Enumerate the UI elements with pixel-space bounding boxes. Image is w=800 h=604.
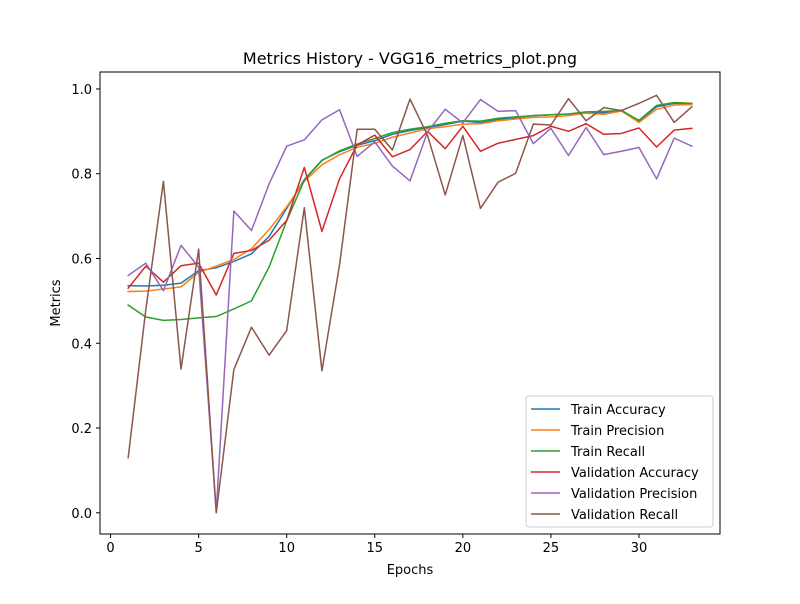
legend: Train Accuracy Train Precision Train Recal… — [525, 395, 714, 528]
series-group — [127, 94, 693, 514]
x-axis-label: Epochs — [387, 563, 434, 578]
y-tick-label: 0.6 — [71, 252, 92, 267]
legend-label: Validation Recall — [571, 508, 678, 523]
x-tick-label: 0 — [106, 541, 114, 556]
y-tick-label: 1.0 — [71, 83, 92, 98]
series-line-6 — [127, 94, 693, 514]
chart-title: Metrics History - VGG16_metrics_plot.png — [243, 49, 577, 69]
legend-frame — [525, 395, 714, 528]
axes-frame — [99, 71, 721, 535]
legend-label: Train Precision — [570, 424, 664, 439]
legend-label: Train Accuracy — [570, 403, 666, 418]
legend-label: Validation Accuracy — [571, 466, 699, 481]
x-tick-label: 20 — [455, 541, 472, 556]
y-tick-label: 0.8 — [71, 168, 92, 183]
x-tick-label: 5 — [194, 541, 202, 556]
y-tick-label: 0.2 — [71, 422, 92, 437]
x-tick-label: 10 — [278, 541, 295, 556]
series-line-4 — [127, 122, 693, 296]
series-line-5 — [127, 98, 693, 513]
y-axis-label: Metrics — [49, 279, 64, 326]
legend-label: Validation Precision — [571, 487, 697, 502]
series-line-2 — [127, 103, 693, 293]
x-tick-label: 25 — [543, 541, 560, 556]
legend-label: Train Recall — [570, 445, 645, 460]
y-tick-label: 0.0 — [71, 507, 92, 522]
y-axis: 0.0 0.2 0.4 0.6 0.8 1.0 — [71, 83, 100, 522]
series-line-1 — [127, 102, 693, 287]
y-tick-label: 0.4 — [71, 337, 92, 352]
x-axis: 0 5 10 15 20 25 30 — [106, 534, 647, 556]
x-tick-label: 15 — [366, 541, 383, 556]
x-tick-label: 30 — [631, 541, 648, 556]
